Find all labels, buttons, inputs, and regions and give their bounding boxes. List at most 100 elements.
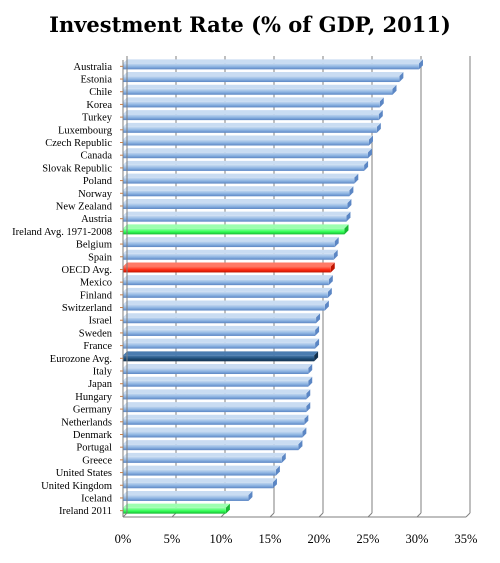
category-label: Israel xyxy=(89,316,112,327)
bar xyxy=(123,482,273,489)
bar xyxy=(123,317,317,324)
x-tick-label: 30% xyxy=(406,532,429,546)
bar-top xyxy=(123,389,311,394)
bar-side xyxy=(418,59,423,70)
bar-side xyxy=(316,313,321,324)
bar xyxy=(123,279,329,286)
bar-side xyxy=(379,97,384,108)
category-label: United Kingdom xyxy=(41,481,112,492)
x-tick-label: 25% xyxy=(357,532,380,546)
bar-side xyxy=(368,135,373,146)
category-label: Austria xyxy=(81,214,112,225)
bar-top xyxy=(123,427,307,432)
bar xyxy=(123,114,379,121)
category-label: Switzerland xyxy=(62,303,113,314)
bar-side xyxy=(272,478,277,489)
bar xyxy=(123,342,316,349)
bar-top xyxy=(123,364,313,369)
bar xyxy=(123,368,309,375)
bar xyxy=(123,291,328,298)
bar-side xyxy=(354,173,359,184)
bar-side xyxy=(368,148,372,159)
category-label: Canada xyxy=(81,151,113,162)
category-label: Eurozone Avg. xyxy=(50,354,112,365)
bar-side xyxy=(248,490,253,501)
category-label: Hungary xyxy=(75,392,112,403)
bar-top xyxy=(123,186,354,191)
gridline-foot xyxy=(318,512,324,518)
category-label: Ireland Avg. 1971-2008 xyxy=(12,227,112,238)
category-label: Turkey xyxy=(82,113,113,124)
bar-top xyxy=(123,237,339,242)
bar xyxy=(123,76,400,83)
bar xyxy=(123,177,355,184)
category-label: Italy xyxy=(93,367,113,378)
bar xyxy=(123,228,345,235)
bar xyxy=(123,241,335,248)
bar-top xyxy=(123,338,320,343)
bar-side xyxy=(304,414,309,425)
axes xyxy=(120,56,466,518)
bar-side xyxy=(281,452,286,463)
bar xyxy=(123,266,331,273)
bar-top xyxy=(123,351,319,356)
bar-side xyxy=(306,389,311,400)
x-tick-label: 15% xyxy=(259,532,282,546)
bar-side xyxy=(308,376,313,387)
category-label: Sweden xyxy=(79,328,113,339)
gridline-foot xyxy=(269,512,275,518)
bar-top xyxy=(123,160,369,165)
gridline-foot xyxy=(367,512,373,518)
bar-side xyxy=(225,503,230,514)
category-label: Ireland 2011 xyxy=(59,506,112,517)
bar xyxy=(123,406,307,413)
bar xyxy=(123,253,334,260)
bar xyxy=(123,507,226,514)
category-label: OECD Avg. xyxy=(61,265,112,276)
bar-side xyxy=(347,198,352,209)
bar-side xyxy=(306,402,311,413)
bar xyxy=(123,63,419,70)
x-tick-labels: 0% 5% 10% 15% 20% 25% 30% 35% xyxy=(115,532,478,546)
bar-top xyxy=(123,376,313,381)
bar-side xyxy=(275,465,280,476)
gridline-foot xyxy=(465,512,471,518)
bar xyxy=(123,139,369,146)
bar-side xyxy=(315,338,320,349)
bar-side xyxy=(376,122,381,133)
chart-title: Investment Rate (% of GDP, 2011) xyxy=(49,12,451,37)
bar-top xyxy=(123,275,333,280)
bar-top xyxy=(123,198,352,203)
category-label: Poland xyxy=(83,176,113,187)
category-label: New Zealand xyxy=(56,201,113,212)
bar-side xyxy=(346,211,351,222)
bar-side xyxy=(328,275,333,286)
category-label: Germany xyxy=(73,405,113,416)
bar-side xyxy=(302,427,307,438)
bar-side xyxy=(314,351,319,362)
bar xyxy=(123,215,347,222)
bar-side xyxy=(349,186,354,197)
x-tick-label: 20% xyxy=(308,532,331,546)
bar-top xyxy=(123,84,397,89)
bar-side xyxy=(334,237,339,248)
bars xyxy=(123,59,423,514)
bar-top xyxy=(123,465,280,470)
category-label: Chile xyxy=(89,87,112,98)
bar xyxy=(123,190,350,197)
category-label: France xyxy=(83,341,112,352)
bar xyxy=(123,329,316,336)
category-label: Finland xyxy=(80,290,113,301)
bar xyxy=(123,202,348,209)
gridline-foot xyxy=(416,512,422,518)
bar-side xyxy=(399,72,404,83)
bar-top xyxy=(123,313,321,318)
bar-top xyxy=(123,211,351,216)
bar-top xyxy=(123,287,332,292)
category-label: Czech Republic xyxy=(45,138,112,149)
bar-top xyxy=(123,325,320,330)
x-tick-label: 35% xyxy=(455,532,478,546)
bar-top xyxy=(123,59,423,64)
bar xyxy=(123,431,303,438)
bar-top xyxy=(123,72,404,77)
